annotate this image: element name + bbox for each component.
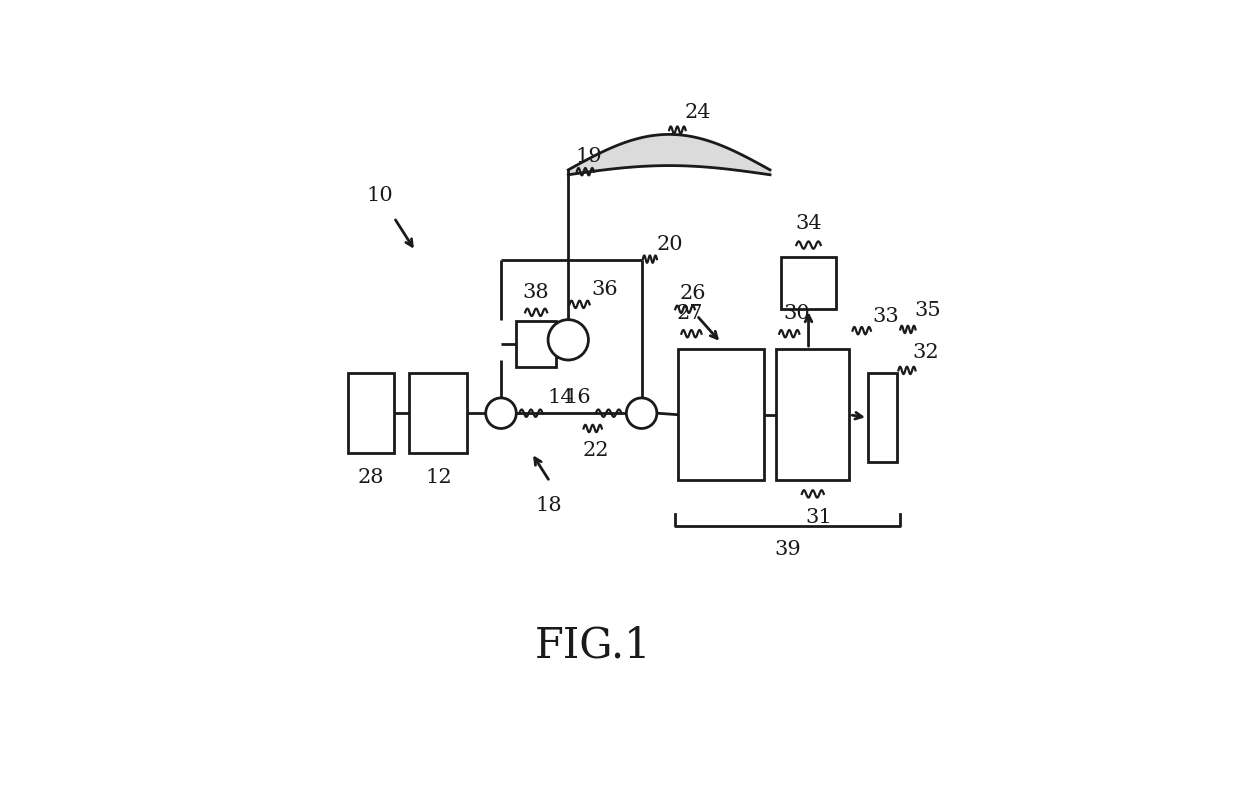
FancyBboxPatch shape (781, 257, 836, 310)
FancyBboxPatch shape (516, 322, 556, 368)
Text: 34: 34 (795, 214, 822, 233)
Text: 39: 39 (774, 540, 801, 559)
Text: 16: 16 (564, 388, 591, 407)
Text: 31: 31 (806, 508, 832, 527)
Text: 28: 28 (358, 468, 384, 487)
Text: 33: 33 (872, 306, 899, 326)
Circle shape (548, 320, 589, 360)
Circle shape (626, 398, 657, 429)
FancyBboxPatch shape (678, 349, 764, 480)
Text: 36: 36 (591, 280, 618, 299)
Text: 14: 14 (548, 388, 574, 407)
Text: 19: 19 (575, 147, 603, 166)
Text: 32: 32 (913, 344, 939, 362)
Text: 12: 12 (425, 468, 451, 487)
Text: FIG.1: FIG.1 (534, 625, 651, 667)
Text: 18: 18 (536, 495, 562, 515)
Text: 10: 10 (367, 187, 393, 206)
FancyBboxPatch shape (409, 373, 467, 453)
Text: 27: 27 (676, 304, 703, 323)
FancyBboxPatch shape (348, 373, 394, 453)
Text: 22: 22 (583, 441, 609, 460)
Text: 24: 24 (684, 103, 711, 122)
FancyBboxPatch shape (776, 349, 849, 480)
Text: 38: 38 (523, 283, 549, 302)
Text: 20: 20 (657, 235, 683, 254)
FancyBboxPatch shape (868, 373, 898, 462)
Circle shape (486, 398, 516, 429)
Text: 30: 30 (784, 304, 810, 323)
Text: 35: 35 (914, 301, 941, 320)
Text: 26: 26 (680, 284, 706, 303)
